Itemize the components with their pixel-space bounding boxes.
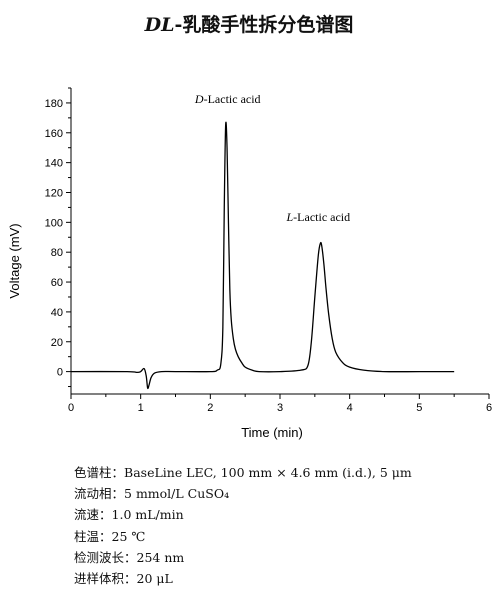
y-tick-label: 40 [51,307,63,319]
condition-label: 进样体积： [74,571,137,587]
condition-value: 20 μL [136,571,173,587]
condition-label: 流动相： [74,486,125,502]
x-tick-label: 1 [138,402,144,414]
condition-wavelength: 检测波长：254 nm [74,547,412,568]
y-tick-label: 160 [45,128,63,140]
y-tick-label: 60 [51,277,63,289]
chart-title-text: -乳酸手性拆分色谱图 [174,14,354,36]
x-tick-label: 0 [68,402,74,414]
chromatogram-line [70,121,455,390]
y-tick-label: 140 [45,158,63,170]
condition-value: BaseLine LEC, 100 mm × 4.6 mm (i.d.), 5 … [124,465,412,480]
x-tick-label: 4 [347,402,353,414]
condition-column: 色谱柱：BaseLine LEC, 100 mm × 4.6 mm (i.d.)… [74,462,412,483]
y-tick-label: 20 [51,337,63,349]
y-tick-label: 100 [45,217,63,229]
peak-annotation-prefix: D [194,92,204,106]
peak-annotation: L-Lactic acid [285,210,350,224]
conditions-list: 色谱柱：BaseLine LEC, 100 mm × 4.6 mm (i.d.)… [74,462,412,589]
condition-label: 色谱柱： [74,465,125,480]
peak-annotation-prefix: L [285,210,293,224]
condition-label: 柱温： [74,528,112,544]
peak-annotation-text: -Lactic acid [204,92,261,106]
condition-value: 1.0 mL/min [111,507,184,523]
peak-annotation-text: -Lactic acid [293,210,350,224]
condition-mobile-phase: 流动相：5 mmol/L CuSO₄ [74,483,412,504]
chart-title-prefix: DL [144,14,175,36]
condition-flow-rate: 流速：1.0 mL/min [74,504,412,525]
condition-injection-volume: 进样体积：20 μL [74,568,412,589]
y-tick-label: 120 [45,187,63,199]
y-tick-label: 0 [57,367,63,379]
y-tick-label: 80 [51,247,63,259]
condition-value: 254 nm [136,549,185,565]
x-tick-label: 6 [486,402,492,414]
condition-label: 检测波长： [74,549,137,565]
peak-annotation: D-Lactic acid [194,92,261,106]
y-tick-label: 180 [45,98,63,110]
condition-value: 25 ℃ [111,528,146,544]
y-axis-title: Voltage (mV) [7,223,22,298]
condition-value: 5 mmol/L CuSO₄ [124,486,230,502]
chart-title: DL-乳酸手性拆分色谱图 [0,10,498,37]
condition-label: 流速： [74,507,112,523]
x-tick-label: 2 [207,402,213,414]
x-tick-label: 5 [416,402,422,414]
condition-column-temp: 柱温：25 ℃ [74,526,412,547]
x-axis-title: Time (min) [241,425,303,440]
x-tick-label: 3 [277,402,283,414]
